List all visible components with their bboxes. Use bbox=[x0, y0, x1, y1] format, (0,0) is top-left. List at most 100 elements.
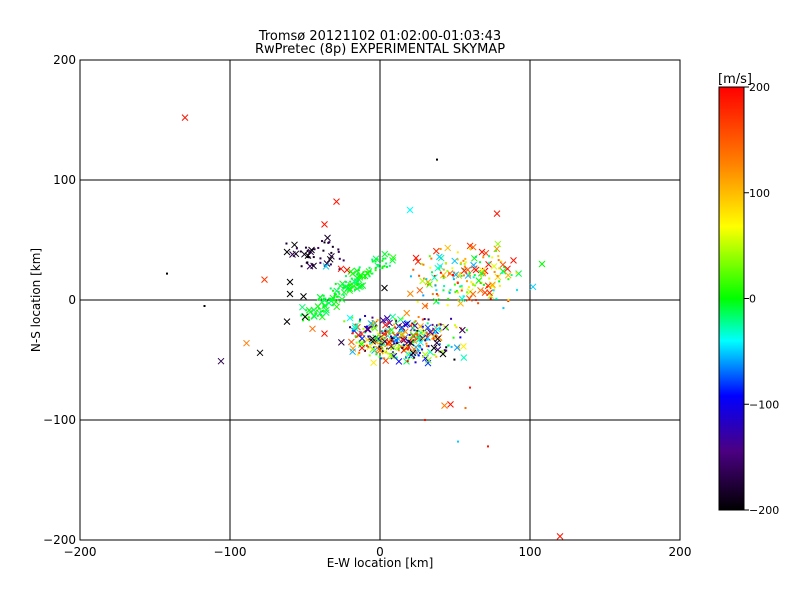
data-point bbox=[397, 316, 404, 323]
data-point bbox=[291, 241, 298, 249]
data-point bbox=[436, 253, 443, 261]
data-point bbox=[336, 295, 339, 298]
data-point bbox=[382, 321, 385, 324]
data-point bbox=[338, 268, 341, 271]
chart-title: Tromsø 20121102 01:02:00-01:03:43 bbox=[258, 29, 501, 44]
data-point bbox=[495, 297, 498, 300]
data-point bbox=[203, 305, 206, 307]
data-point bbox=[456, 281, 459, 284]
data-point bbox=[507, 300, 510, 303]
data-point bbox=[283, 248, 291, 256]
data-point bbox=[395, 321, 398, 324]
data-point bbox=[459, 336, 462, 339]
data-point bbox=[347, 288, 350, 291]
data-point bbox=[385, 338, 393, 346]
plot-frame bbox=[79, 59, 681, 541]
data-point bbox=[503, 266, 506, 269]
data-point bbox=[362, 271, 365, 274]
data-point bbox=[306, 249, 309, 252]
data-point bbox=[482, 249, 490, 257]
data-point bbox=[437, 294, 440, 297]
data-point bbox=[378, 334, 381, 337]
data-point bbox=[556, 533, 564, 540]
data-point bbox=[324, 234, 331, 242]
data-point bbox=[409, 324, 412, 327]
data-point bbox=[439, 350, 447, 358]
data-point bbox=[477, 302, 480, 305]
data-point bbox=[389, 352, 396, 360]
data-point bbox=[319, 261, 322, 264]
data-point bbox=[466, 291, 469, 294]
data-point bbox=[422, 330, 425, 333]
data-point bbox=[475, 277, 483, 284]
data-point bbox=[243, 339, 250, 347]
data-point bbox=[427, 318, 430, 321]
data-point bbox=[332, 298, 335, 301]
data-point bbox=[324, 297, 327, 300]
data-point bbox=[507, 278, 510, 281]
data-point bbox=[365, 344, 368, 347]
data-point bbox=[349, 326, 352, 329]
data-point bbox=[386, 347, 389, 350]
data-point bbox=[378, 355, 381, 358]
data-point bbox=[510, 257, 517, 264]
data-point bbox=[448, 272, 451, 275]
data-point bbox=[416, 333, 419, 336]
data-point bbox=[323, 306, 330, 314]
data-point bbox=[479, 261, 482, 264]
data-point bbox=[399, 345, 402, 348]
data-point bbox=[353, 267, 361, 275]
data-point bbox=[448, 291, 451, 294]
data-point bbox=[414, 333, 417, 336]
data-point bbox=[400, 336, 408, 344]
data-point bbox=[452, 336, 455, 339]
data-point bbox=[498, 280, 501, 283]
data-point bbox=[364, 314, 367, 317]
data-point bbox=[464, 257, 467, 260]
data-point bbox=[425, 327, 428, 330]
data-point bbox=[343, 266, 351, 274]
data-point bbox=[390, 347, 393, 350]
data-point bbox=[283, 318, 291, 325]
data-point bbox=[354, 335, 357, 338]
data-point bbox=[389, 254, 397, 261]
data-point bbox=[333, 198, 340, 205]
data-point bbox=[426, 332, 429, 335]
data-point bbox=[425, 342, 428, 345]
data-point bbox=[470, 261, 477, 269]
data-point bbox=[400, 330, 403, 333]
data-point bbox=[427, 337, 430, 340]
data-point bbox=[338, 257, 341, 260]
data-point bbox=[538, 260, 546, 268]
data-point bbox=[447, 401, 454, 408]
data-point bbox=[472, 266, 480, 274]
data-point bbox=[442, 324, 445, 327]
data-point bbox=[322, 299, 325, 302]
data-point bbox=[364, 277, 367, 280]
data-point bbox=[307, 316, 310, 319]
data-point bbox=[435, 355, 438, 358]
data-point bbox=[434, 346, 442, 354]
data-point bbox=[310, 262, 317, 270]
data-point bbox=[433, 274, 436, 277]
data-point bbox=[417, 354, 420, 357]
data-point bbox=[181, 114, 189, 121]
data-point bbox=[462, 274, 465, 277]
data-point bbox=[331, 245, 334, 248]
data-point bbox=[365, 325, 368, 328]
data-point bbox=[304, 252, 312, 259]
data-point bbox=[418, 351, 421, 354]
data-point bbox=[319, 257, 322, 260]
data-point bbox=[456, 251, 459, 254]
data-point bbox=[459, 285, 462, 288]
data-point bbox=[381, 267, 384, 270]
colorbar-tick-label: −100 bbox=[749, 398, 779, 411]
data-point bbox=[460, 342, 467, 350]
data-point bbox=[358, 344, 366, 352]
chart-subtitle: RwPretec (8p) EXPERIMENTAL SKYMAP bbox=[255, 42, 505, 57]
data-point bbox=[377, 332, 380, 335]
data-point bbox=[369, 335, 376, 342]
data-point bbox=[300, 265, 303, 268]
data-point bbox=[496, 275, 499, 278]
data-point bbox=[374, 266, 377, 269]
